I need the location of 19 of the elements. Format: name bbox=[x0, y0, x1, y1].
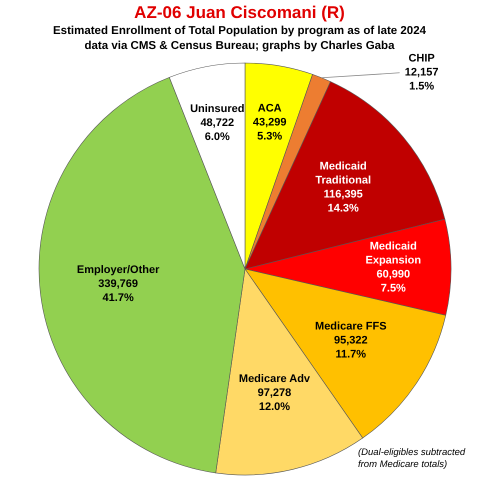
data-label: 48,722 6.0% bbox=[200, 117, 234, 144]
data-label: 60,990 7.5% bbox=[376, 268, 410, 295]
text: (Dual-eligibles subtracted from Medicare totals) bbox=[358, 447, 466, 471]
data-label: 43,299 5.3% bbox=[252, 116, 286, 143]
slice-label: Medicaid Expansion bbox=[366, 240, 422, 267]
chart-title: AZ-06 Juan Ciscomani (R) bbox=[133, 3, 346, 23]
slice-label: Medicare FFS bbox=[315, 320, 387, 332]
chart-subtitle: Estimated Enrollment of Total Population by program as of late 2024 data via CMS & Census Bureau; graphs by Charles Gaba bbox=[52, 25, 427, 52]
slice-label: Medicaid Traditional bbox=[315, 160, 372, 186]
data-label: 95,322 11.7% bbox=[334, 334, 368, 360]
data-label: 12,157 1.5% bbox=[404, 66, 438, 93]
data-label: 339,769 41.7% bbox=[98, 278, 138, 304]
data-label: 116,395 14.3% bbox=[324, 188, 363, 214]
data-label: 97,278 12.0% bbox=[258, 387, 292, 414]
slice-label: CHIP bbox=[408, 52, 435, 65]
slice-label: Employer/Other bbox=[76, 264, 160, 276]
slice-label: Uninsured bbox=[190, 103, 244, 116]
slice-label: ACA bbox=[258, 102, 282, 115]
slice-label: Medicare Adv bbox=[238, 373, 311, 386]
